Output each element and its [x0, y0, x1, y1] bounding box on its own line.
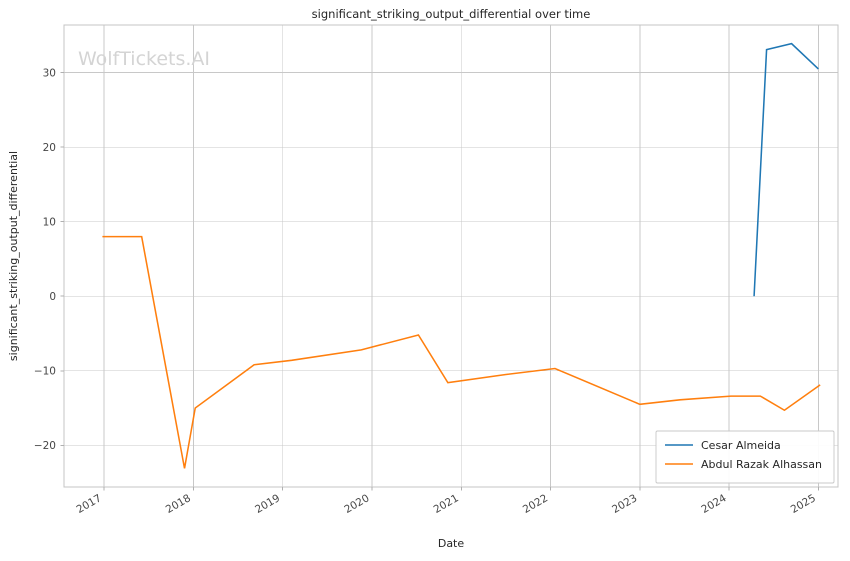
plot-border [63, 24, 839, 488]
legend-label-1[interactable]: Cesar Almeida [701, 439, 781, 452]
x-axis-title: Date [438, 537, 465, 550]
y-tick-label: −10 [34, 366, 56, 378]
x-axis-tick-marks [103, 487, 819, 491]
chart-title: significant_striking_output_differential… [312, 7, 591, 21]
y-tick-label: 30 [43, 67, 56, 79]
y-tick-label: 10 [43, 217, 56, 229]
watermark-label: WolfTickets.AI [78, 48, 210, 70]
legend-background [655, 430, 835, 484]
y-tick-label: −20 [34, 440, 56, 452]
chart-legend[interactable]: Cesar Almeida Abdul Razak Alhassan [655, 430, 835, 484]
y-axis-title: significant_striking_output_differential [7, 151, 20, 361]
series-line-1 [753, 42, 819, 297]
legend-label-2[interactable]: Abdul Razak Alhassan [701, 458, 822, 471]
plot-area-background [64, 25, 838, 487]
series-line-2 [102, 235, 821, 469]
y-tick-label: 0 [49, 291, 56, 303]
y-axis-tick-marks [60, 72, 64, 446]
data-series-group [102, 42, 821, 469]
y-tick-label: 20 [43, 142, 56, 154]
y-axis-tick-labels: 30 20 10 0 −10 −20 [34, 67, 56, 452]
vertical-gridlines [103, 25, 819, 487]
